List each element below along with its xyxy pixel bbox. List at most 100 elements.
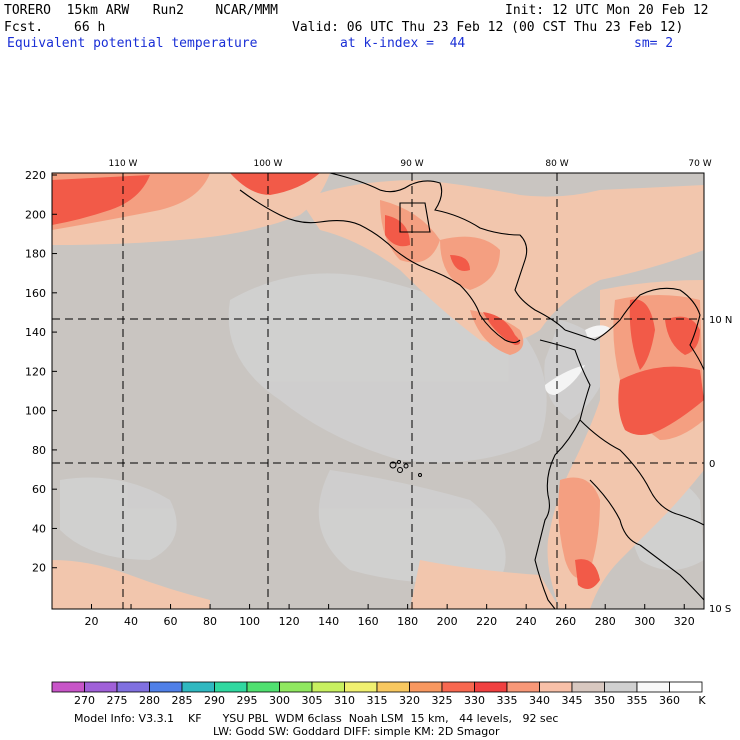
init-time: Init: 12 UTC Mon 20 Feb 12 — [505, 3, 709, 18]
coastline-pacific-south-america — [534, 339, 591, 609]
colorbar-label: 335 — [496, 694, 518, 707]
bottom-tick-label: 220 — [476, 615, 497, 628]
left-tick-label: 100 — [25, 405, 46, 418]
colorbar-label: 295 — [236, 694, 258, 707]
galapagos-islands — [389, 460, 422, 477]
lon-label: 110 W — [109, 159, 138, 169]
footer-model-info: Model Info: V3.3.1 KF YSU PBL WDM 6class… — [74, 712, 559, 725]
colorbar-label: 325 — [431, 694, 453, 707]
colorbar-swatch — [279, 681, 313, 693]
lon-label: 100 W — [254, 159, 283, 169]
colorbar-label: 310 — [334, 694, 355, 707]
left-tick-label: 220 — [25, 169, 46, 182]
right-lat-labels: 10 N 0 10 S — [709, 315, 732, 615]
level-info: at k-index = 44 — [340, 36, 466, 51]
latlon-grid — [52, 173, 704, 609]
colorbar-label: 280 — [139, 694, 160, 707]
bottom-tick-label: 320 — [674, 615, 695, 628]
colorbar-swatch — [474, 681, 508, 693]
border-colombia-ecuador-peru — [579, 419, 704, 526]
colorbar-label: 290 — [204, 694, 225, 707]
left-tick-label: 40 — [32, 522, 46, 535]
bottom-tick-label: 300 — [634, 615, 655, 628]
colorbar-label: 315 — [366, 694, 388, 707]
colorbar-swatch — [116, 681, 150, 693]
lon-label: 70 W — [688, 159, 711, 169]
colorbar-swatch — [376, 681, 410, 693]
colorbar-swatch — [571, 681, 605, 693]
colorbar-swatch — [149, 681, 183, 693]
bottom-tick-label: 160 — [358, 615, 379, 628]
colorbar-label: 305 — [301, 694, 323, 707]
lat-label: 10 S — [709, 604, 731, 615]
footer-physics-info: LW: Godd SW: Goddard DIFF: simple KM: 2D… — [213, 725, 500, 738]
colorbar-swatch — [604, 681, 638, 693]
lon-label: 80 W — [545, 159, 568, 169]
field-red — [52, 173, 704, 589]
coastline-pacific-central-america — [239, 189, 521, 344]
bottom-tick-label: 120 — [279, 615, 300, 628]
left-tick-label: 180 — [25, 248, 46, 261]
lon-label: 90 W — [400, 159, 423, 169]
colorbar-swatch — [181, 681, 215, 693]
bottom-tick-label: 180 — [397, 615, 418, 628]
bottom-tick-label: 280 — [595, 615, 616, 628]
left-tick-label: 160 — [25, 287, 46, 300]
colorbar — [51, 681, 703, 693]
coastline-south-america-north — [564, 287, 704, 371]
colorbar-label: 300 — [269, 694, 290, 707]
colorbar-swatch — [246, 681, 280, 693]
colorbar-label: 275 — [106, 694, 128, 707]
left-tick-label: 140 — [25, 326, 46, 339]
valid-time: Valid: 06 UTC Thu 23 Feb 12 (00 CST Thu … — [292, 20, 684, 35]
colorbar-swatch — [669, 681, 703, 693]
field-white — [545, 325, 610, 395]
colorbar-unit: K — [698, 694, 706, 707]
border-peru-brazil — [639, 544, 704, 601]
coastlines — [239, 173, 704, 609]
colorbar-swatch — [636, 681, 670, 693]
colorbar-label: 360 — [659, 694, 680, 707]
colorbar-swatch — [441, 681, 475, 693]
colorbar-swatch — [311, 681, 345, 693]
bottom-tick-label: 260 — [555, 615, 576, 628]
coastline-caribbean — [329, 173, 566, 331]
forecast-label: Fcst. — [4, 20, 44, 35]
field-name: Equivalent potential temperature — [7, 36, 258, 51]
border-inland — [589, 479, 641, 546]
equivalent-potential-temperature-field — [52, 173, 704, 609]
colorbar-label: 285 — [171, 694, 193, 707]
colorbar-label: 340 — [529, 694, 550, 707]
colorbar-label: 320 — [399, 694, 420, 707]
lat-label: 10 N — [709, 315, 732, 326]
bottom-tick-label: 20 — [85, 615, 99, 628]
left-tick-label: 80 — [32, 444, 46, 457]
colorbar-swatch — [344, 681, 378, 693]
bottom-tick-label: 40 — [124, 615, 138, 628]
border-guatemala-belize — [399, 202, 431, 233]
colorbar-swatch — [409, 681, 443, 693]
bottom-tick-label: 100 — [239, 615, 260, 628]
bottom-tick-label: 60 — [164, 615, 178, 628]
colorbar-swatch — [84, 681, 118, 693]
left-tick-label: 200 — [25, 208, 46, 221]
colorbar-label: 345 — [561, 694, 583, 707]
bottom-tick-label: 140 — [318, 615, 339, 628]
colorbar-swatch — [539, 681, 573, 693]
left-tick-label: 20 — [32, 562, 46, 575]
colorbar-label: 350 — [594, 694, 615, 707]
axis-ticks: 220 200 180 160 140 120 100 80 60 40 20 20 40 60 80 100… — [25, 169, 695, 628]
map-frame — [51, 172, 705, 610]
model-title: TORERO 15km ARW Run2 NCAR/MMM — [4, 3, 278, 18]
colorbar-swatch — [51, 681, 85, 693]
top-lon-labels: 110 W 100 W 90 W 80 W 70 W — [109, 159, 712, 169]
colorbar-swatch — [214, 681, 248, 693]
colorbar-swatch — [506, 681, 540, 693]
smoothing-info: sm= 2 — [634, 36, 674, 51]
left-tick-label: 60 — [32, 483, 46, 496]
colorbar-label: 330 — [464, 694, 485, 707]
colorbar-label: 355 — [626, 694, 648, 707]
colorbar-label: 270 — [74, 694, 95, 707]
bottom-tick-label: 240 — [516, 615, 537, 628]
